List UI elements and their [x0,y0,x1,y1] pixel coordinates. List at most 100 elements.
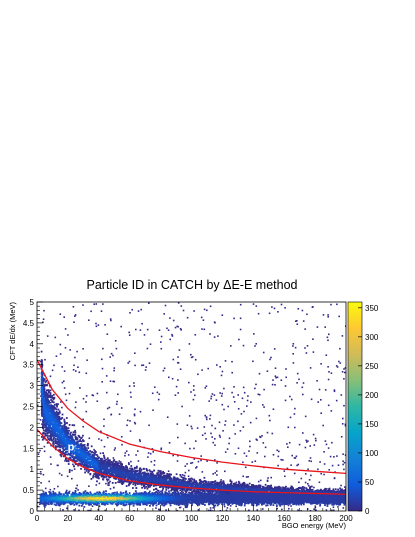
event-point [175,486,178,489]
event-point [330,410,333,412]
event-point [61,432,63,435]
event-point [44,487,47,490]
event-point [248,450,250,452]
event-point [168,442,171,444]
event-point [178,349,181,351]
event-point [239,303,242,306]
event-point [218,434,221,437]
event-point [266,485,269,487]
event-point [79,460,82,463]
event-point [175,385,178,388]
event-point [273,488,276,491]
event-point [280,458,282,461]
event-point [200,455,202,457]
event-point [72,369,75,371]
event-point [147,486,150,489]
event-point [126,419,129,422]
event-point [181,474,184,476]
event-point [220,481,223,483]
event-point [37,378,39,380]
event-point [220,374,223,377]
event-point [313,444,316,446]
event-point [237,408,240,410]
event-point [90,445,93,448]
event-point [157,469,160,472]
event-point [66,450,68,453]
event-point [271,306,273,308]
event-point [103,460,106,463]
event-point [57,485,59,488]
event-point [295,488,298,491]
event-point [85,395,88,397]
event-point [87,447,90,449]
event-point [318,388,321,391]
event-point [49,389,52,392]
event-point [236,486,238,489]
event-point [298,443,301,446]
event-point [223,408,225,411]
event-point [56,418,59,421]
event-point [257,480,260,483]
event-point [286,443,288,445]
event-point [264,446,267,449]
event-point [146,474,149,477]
event-point [135,328,137,331]
event-point [139,473,142,475]
event-point [342,463,344,466]
event-point [151,448,154,450]
event-point [71,459,74,461]
event-point [267,487,269,490]
event-point [323,463,326,465]
event-point [61,381,64,384]
event-point [247,476,249,478]
event-point [112,465,115,468]
event-point [294,490,297,492]
event-point [43,389,46,392]
event-point [85,410,88,413]
event-point [158,470,161,473]
event-point [214,444,216,446]
event-point [333,390,336,393]
event-point [272,408,275,410]
event-point [294,346,297,349]
event-point [150,460,153,463]
event-point [106,436,109,439]
event-point [55,442,57,445]
event-point [53,406,56,408]
event-point [188,381,190,384]
event-point [148,469,151,472]
event-point [118,413,121,415]
event-point [44,381,47,383]
event-point [37,505,39,508]
event-point [172,358,175,361]
event-point [73,468,76,470]
event-point [83,461,86,464]
event-point [60,401,62,403]
event-point [116,400,118,403]
event-point [58,411,61,414]
event-point [112,354,114,357]
event-point [74,356,76,359]
event-point [48,390,50,393]
event-point [234,453,237,455]
event-point [165,509,167,511]
event-point [103,457,106,459]
event-point [70,444,73,447]
event-point [340,394,343,396]
event-point [344,371,346,374]
event-point [186,316,189,319]
event-point [211,424,213,427]
event-point [201,328,203,330]
event-point [149,452,152,455]
event-point [203,328,206,331]
event-point [95,322,97,325]
event-point [256,452,259,454]
event-point [310,485,313,488]
event-point [134,364,136,367]
event-point [193,479,196,482]
event-point [126,424,128,427]
event-point [121,443,123,446]
event-point [56,420,59,422]
event-point [271,383,274,386]
event-point [45,411,48,414]
